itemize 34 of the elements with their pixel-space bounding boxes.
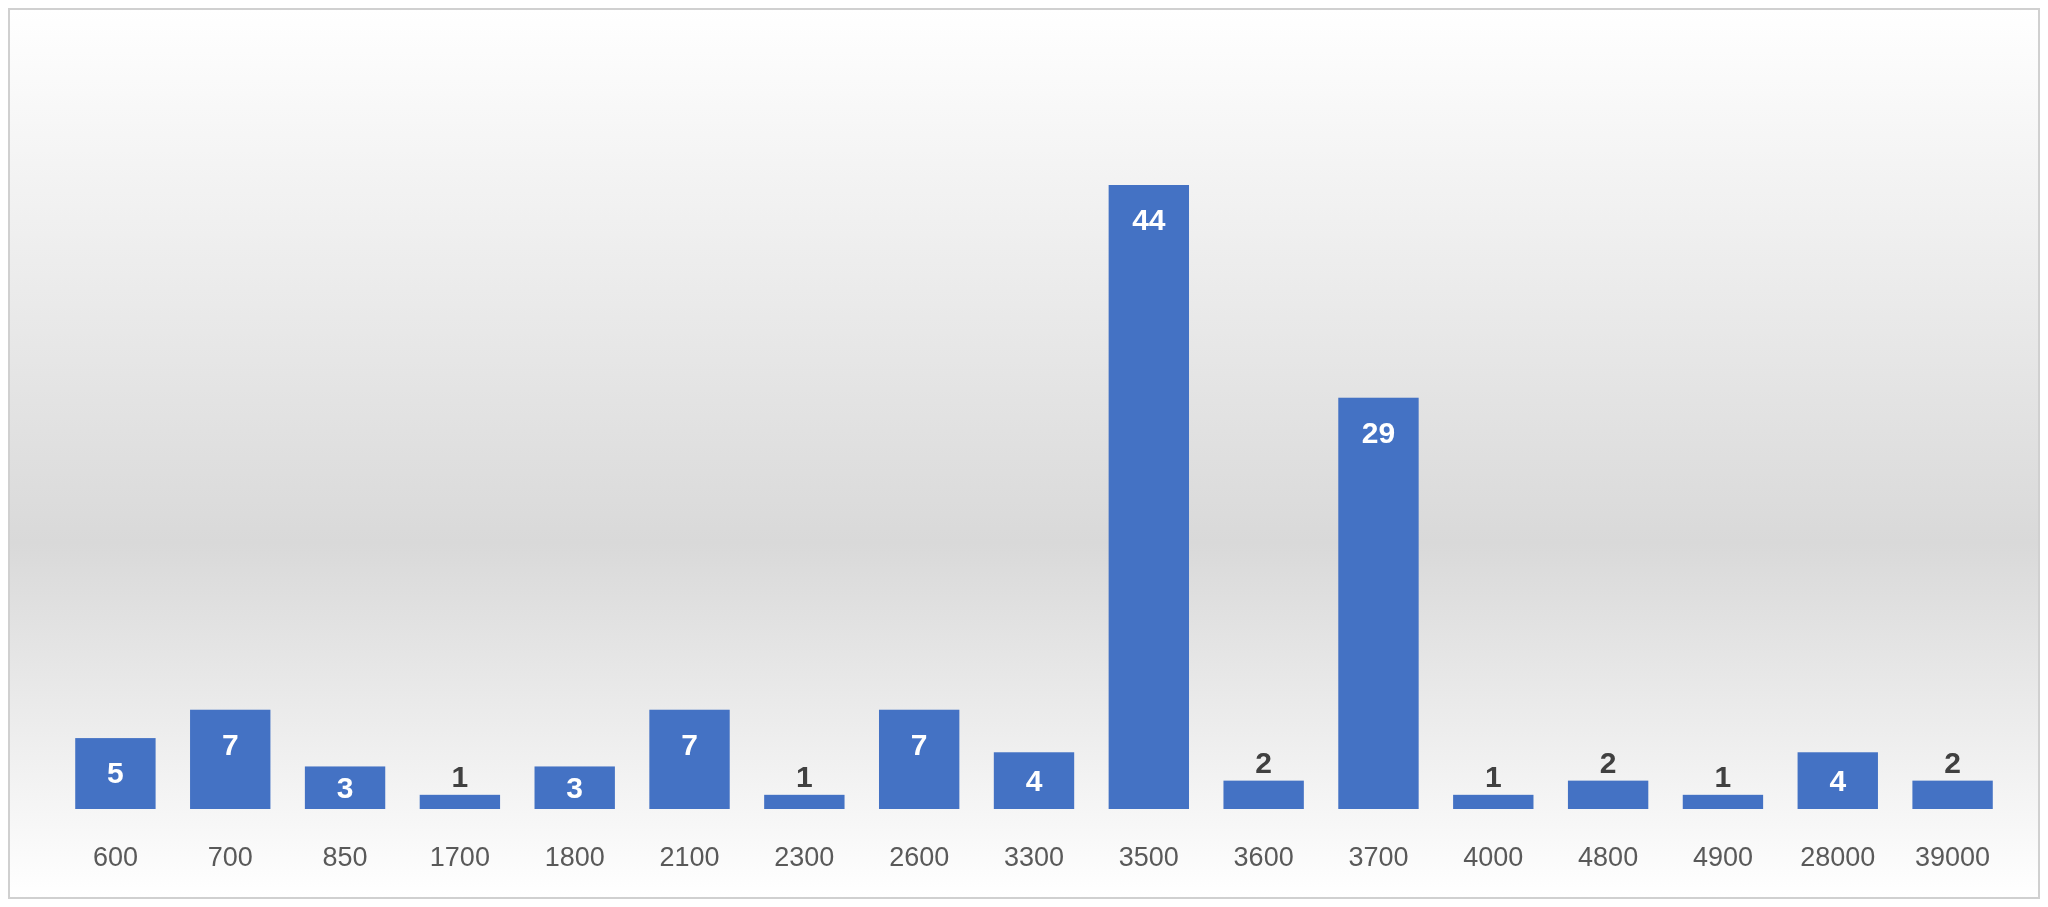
data-label: 7 bbox=[910, 727, 928, 761]
data-label: 3 bbox=[566, 770, 584, 804]
data-label: 5 bbox=[107, 756, 124, 790]
data-label: 2 bbox=[1944, 745, 1961, 779]
data-label: 2 bbox=[1255, 745, 1272, 779]
x-tick-label: 1800 bbox=[544, 842, 605, 872]
x-tick-label: 39000 bbox=[1915, 842, 1991, 872]
x-tick-label: 4800 bbox=[1578, 842, 1639, 872]
x-tick-label: 2300 bbox=[774, 842, 835, 872]
data-label: 4 bbox=[1829, 763, 1847, 797]
x-tick-label: 2600 bbox=[889, 842, 950, 872]
x-tick-label: 1700 bbox=[429, 842, 490, 872]
data-label: 44 bbox=[1132, 203, 1166, 236]
x-tick-label: 600 bbox=[92, 842, 138, 872]
data-label: 7 bbox=[681, 727, 698, 761]
x-tick-label: 850 bbox=[322, 842, 368, 872]
data-label: 1 bbox=[1484, 759, 1502, 793]
x-tick-label: 3600 bbox=[1233, 842, 1294, 872]
data-label: 4 bbox=[1025, 763, 1043, 797]
x-tick-label: 3700 bbox=[1348, 842, 1409, 872]
x-tick-label: 700 bbox=[207, 842, 253, 872]
x-tick-label: 3500 bbox=[1118, 842, 1179, 872]
data-label: 3 bbox=[336, 770, 354, 804]
data-label: 2 bbox=[1599, 745, 1617, 779]
data-label: 29 bbox=[1361, 415, 1396, 449]
x-tick-label: 2100 bbox=[659, 842, 720, 872]
data-label: 7 bbox=[221, 727, 239, 761]
data-label: 1 bbox=[451, 759, 469, 793]
data-label: 1 bbox=[1714, 759, 1732, 793]
data-label: 1 bbox=[796, 759, 813, 793]
x-tick-label: 4000 bbox=[1463, 842, 1524, 872]
x-tick-label: 4900 bbox=[1692, 842, 1753, 872]
x-tick-label: 3300 bbox=[1003, 842, 1065, 872]
x-tick-label: 28000 bbox=[1800, 842, 1876, 872]
